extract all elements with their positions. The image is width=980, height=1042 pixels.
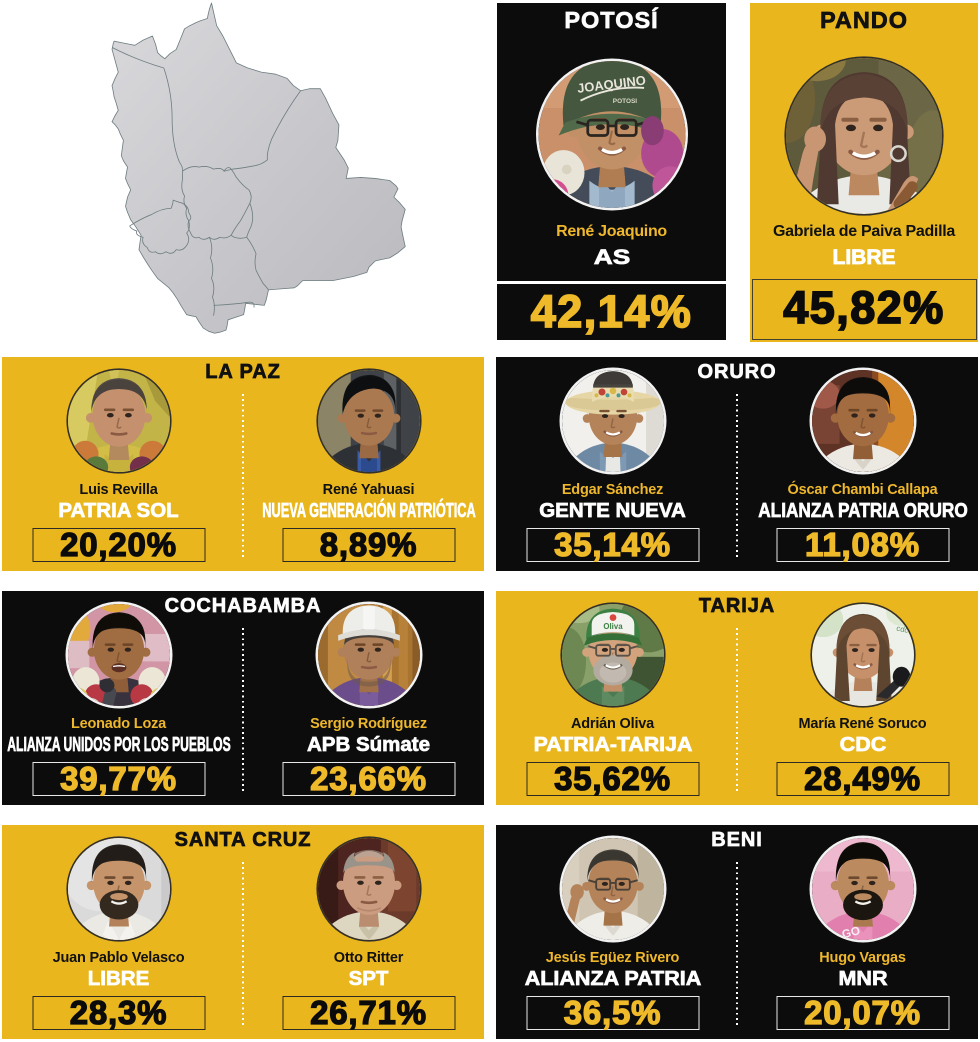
svg-text:cdc: cdc bbox=[895, 624, 909, 635]
svg-text:GO: GO bbox=[840, 924, 861, 940]
svg-text:POTOSI: POTOSI bbox=[612, 98, 636, 105]
svg-text:Oliva: Oliva bbox=[603, 622, 623, 631]
